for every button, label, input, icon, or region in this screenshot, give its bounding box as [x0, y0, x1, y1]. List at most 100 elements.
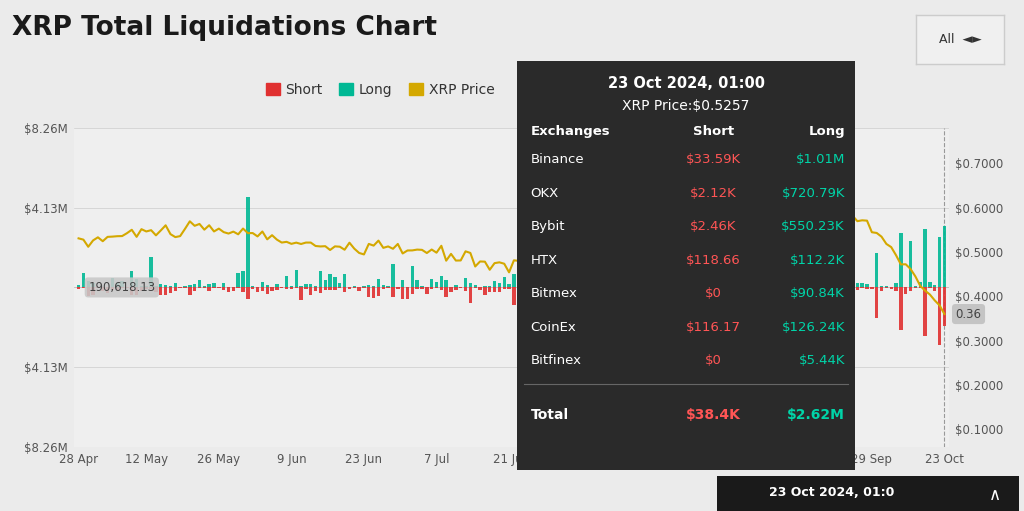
- Bar: [111, 277, 114, 287]
- Bar: [711, 286, 714, 287]
- Bar: [769, 286, 772, 287]
- Bar: [599, 286, 603, 287]
- Text: $720.79K: $720.79K: [781, 187, 845, 200]
- Bar: [894, 287, 898, 291]
- Bar: [750, 270, 753, 287]
- Bar: [691, 287, 694, 289]
- Bar: [469, 283, 472, 287]
- Bar: [860, 283, 864, 287]
- Bar: [242, 287, 245, 292]
- Bar: [116, 287, 119, 290]
- Text: Total: Total: [530, 408, 568, 423]
- Bar: [599, 287, 603, 442]
- Bar: [542, 287, 545, 293]
- Bar: [357, 287, 360, 291]
- Bar: [744, 287, 748, 288]
- Bar: [318, 287, 323, 293]
- Bar: [590, 287, 593, 290]
- Bar: [290, 286, 293, 287]
- Bar: [473, 287, 477, 288]
- Bar: [333, 287, 337, 290]
- Bar: [116, 283, 119, 287]
- Bar: [580, 287, 584, 290]
- Bar: [735, 287, 738, 289]
- Text: Short: Short: [692, 125, 733, 137]
- Bar: [822, 267, 825, 287]
- Bar: [531, 287, 535, 290]
- Bar: [663, 276, 666, 287]
- Bar: [575, 284, 579, 287]
- Bar: [318, 270, 323, 287]
- Bar: [82, 273, 85, 287]
- Bar: [483, 287, 486, 295]
- Text: Binance: Binance: [530, 153, 585, 166]
- Bar: [542, 284, 545, 287]
- Bar: [720, 287, 724, 299]
- Bar: [522, 287, 525, 294]
- Bar: [580, 276, 584, 287]
- Bar: [464, 278, 467, 287]
- Bar: [367, 285, 371, 287]
- Text: $2.12K: $2.12K: [690, 187, 736, 200]
- Bar: [439, 287, 443, 290]
- Bar: [706, 287, 709, 318]
- Bar: [169, 287, 172, 293]
- Bar: [246, 197, 250, 287]
- Bar: [270, 287, 273, 291]
- Bar: [769, 287, 772, 289]
- Bar: [473, 286, 477, 287]
- Bar: [725, 273, 728, 287]
- Bar: [807, 286, 811, 287]
- Bar: [783, 287, 786, 290]
- Bar: [231, 287, 236, 291]
- Bar: [759, 286, 762, 287]
- Bar: [870, 287, 873, 289]
- Bar: [237, 273, 240, 287]
- Bar: [874, 287, 879, 318]
- Bar: [750, 287, 753, 288]
- Text: CoinEx: CoinEx: [530, 321, 577, 334]
- Bar: [739, 287, 743, 288]
- Text: 0.36: 0.36: [955, 308, 982, 320]
- Bar: [488, 287, 492, 292]
- Bar: [924, 229, 927, 287]
- Legend: Short, Long, XRP Price: Short, Long, XRP Price: [260, 77, 500, 102]
- Text: $1.01M: $1.01M: [796, 153, 845, 166]
- Bar: [135, 287, 138, 295]
- Bar: [391, 264, 394, 287]
- Bar: [798, 287, 801, 288]
- Bar: [411, 267, 414, 287]
- Bar: [420, 286, 424, 287]
- Bar: [560, 287, 564, 299]
- Bar: [672, 287, 675, 291]
- Bar: [251, 286, 254, 287]
- Bar: [314, 287, 317, 291]
- Bar: [793, 287, 796, 289]
- Bar: [227, 287, 230, 292]
- Bar: [803, 245, 806, 287]
- Bar: [121, 282, 124, 287]
- Bar: [507, 287, 511, 289]
- Bar: [522, 281, 525, 287]
- Bar: [396, 287, 399, 289]
- Bar: [174, 287, 177, 291]
- Bar: [546, 287, 550, 291]
- Bar: [155, 287, 158, 292]
- Bar: [570, 286, 573, 287]
- Bar: [299, 287, 303, 300]
- Bar: [706, 252, 709, 287]
- Bar: [517, 287, 520, 293]
- Text: 190,618.13: 190,618.13: [88, 281, 156, 294]
- Bar: [193, 285, 197, 287]
- Bar: [764, 284, 767, 287]
- Bar: [933, 287, 936, 291]
- Bar: [183, 287, 186, 288]
- Bar: [831, 282, 835, 287]
- Bar: [121, 287, 124, 288]
- Bar: [498, 287, 501, 292]
- Bar: [333, 276, 337, 287]
- Bar: [498, 283, 501, 287]
- Bar: [261, 287, 264, 291]
- Bar: [338, 283, 341, 287]
- Bar: [730, 259, 733, 287]
